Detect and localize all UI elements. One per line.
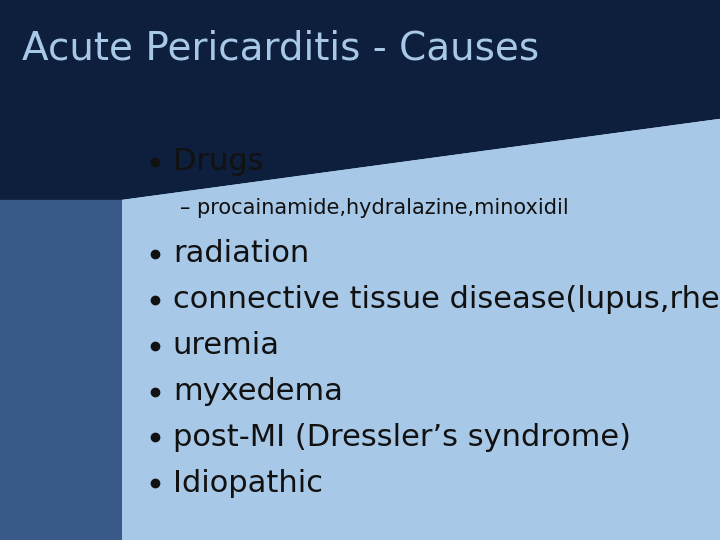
Polygon shape (0, 119, 122, 540)
Polygon shape (0, 0, 720, 119)
Text: Idiopathic: Idiopathic (173, 469, 323, 498)
Text: uremia: uremia (173, 331, 280, 360)
Text: connective tissue disease(lupus,rheum): connective tissue disease(lupus,rheum) (173, 285, 720, 314)
Text: myxedema: myxedema (173, 377, 343, 406)
Polygon shape (0, 119, 720, 200)
Polygon shape (122, 119, 720, 540)
Text: Drugs: Drugs (173, 147, 264, 177)
Text: post-MI (Dressler’s syndrome): post-MI (Dressler’s syndrome) (173, 423, 631, 452)
Text: Acute Pericarditis - Causes: Acute Pericarditis - Causes (22, 30, 539, 68)
Text: radiation: radiation (173, 239, 309, 268)
Text: – procainamide,hydralazine,minoxidil: – procainamide,hydralazine,minoxidil (180, 198, 569, 218)
